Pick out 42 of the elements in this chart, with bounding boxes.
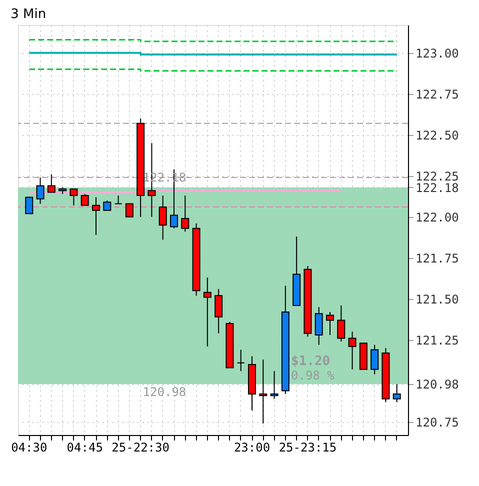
candlestick bbox=[370, 344, 379, 375]
annotation: 120.98 bbox=[142, 385, 186, 400]
y-tick-label: 123.00 bbox=[416, 46, 459, 60]
candlestick bbox=[236, 349, 245, 372]
candlestick bbox=[114, 195, 122, 204]
y-tick-label: 121.75 bbox=[416, 251, 459, 266]
candlestick bbox=[125, 203, 134, 218]
x-tick-label: 04:45 bbox=[66, 440, 103, 454]
x-tick-label: 25-23:15 bbox=[278, 440, 337, 454]
candlestick bbox=[70, 188, 78, 206]
candlestick bbox=[348, 331, 356, 370]
candlestick bbox=[80, 193, 89, 206]
candlestick bbox=[337, 304, 346, 342]
y-tick-label: 122.25 bbox=[416, 169, 459, 184]
candlestick bbox=[158, 195, 167, 240]
x-tick-label: 04:30 bbox=[11, 440, 48, 454]
y-tick-label: 121.25 bbox=[416, 333, 459, 348]
y-tick-label: 122.75 bbox=[416, 87, 459, 102]
x-tick-label: 23:00 bbox=[234, 440, 270, 454]
candlestick bbox=[214, 288, 223, 334]
candlestick bbox=[47, 174, 56, 193]
annotation: $1.20 bbox=[291, 354, 330, 370]
candlestick bbox=[314, 306, 323, 346]
y-tick-label: 121.50 bbox=[416, 292, 459, 306]
y-tick-label: 122.18 bbox=[416, 180, 459, 195]
x-tick-label: 25-22:30 bbox=[112, 440, 170, 454]
candlestick bbox=[25, 196, 34, 214]
candlestick bbox=[270, 370, 278, 400]
chart-title: 3 Min bbox=[10, 7, 46, 22]
y-tick-label: 120.75 bbox=[416, 415, 459, 430]
y-tick-label: 122.00 bbox=[416, 210, 459, 224]
candlestick bbox=[259, 359, 268, 424]
candlestick bbox=[392, 384, 401, 403]
candlestick bbox=[103, 200, 112, 211]
candlestick bbox=[36, 177, 44, 204]
candlestick bbox=[203, 277, 212, 347]
annotation: 0.98 % bbox=[291, 368, 336, 383]
candlestick bbox=[326, 312, 334, 336]
candlestick bbox=[92, 196, 100, 236]
y-tick-label: 122.50 bbox=[416, 128, 459, 142]
y-tick-label: 120.98 bbox=[416, 378, 459, 392]
candlestick bbox=[181, 195, 190, 232]
